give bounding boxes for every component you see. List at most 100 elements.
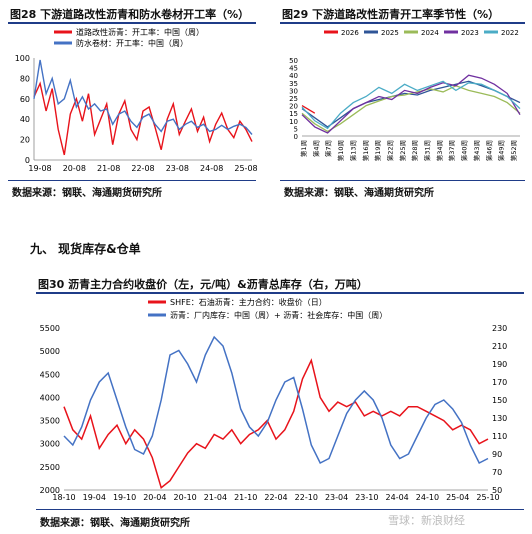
x-tick-label: 第52周 — [509, 140, 518, 161]
x-tick-label: 25-04 — [446, 493, 469, 502]
legend-label-2023: 2023 — [461, 29, 479, 37]
y-right-tick-label: 110 — [492, 432, 507, 441]
fig30-bottom-rule — [36, 509, 524, 510]
fig29-bottom-rule — [280, 180, 525, 181]
x-tick-label: 第7周 — [324, 140, 333, 157]
x-tick-label: 22-08 — [131, 164, 154, 173]
y-right-tick-label: 130 — [492, 414, 507, 423]
y-tick-label: 80 — [20, 74, 30, 83]
y-right-tick-label: 210 — [492, 342, 507, 351]
x-tick-label: 第16周 — [361, 140, 370, 161]
legend-label-1: 道路改性沥青：开工率：中国（周） — [76, 27, 204, 37]
y-tick-label: 30 — [289, 87, 298, 95]
y-right-tick-label: 150 — [492, 396, 507, 405]
x-tick-label: 22-04 — [264, 493, 287, 502]
fig30-title: 图30 沥青主力合约收盘价（左，元/吨）&沥青总库存（右，万吨） — [38, 278, 368, 291]
x-tick-label: 25-10 — [476, 493, 499, 502]
series-line-2026 — [301, 105, 316, 114]
y-right-tick-label: 230 — [492, 324, 507, 333]
y-tick-label: 45 — [289, 65, 298, 73]
fig30-title-rule — [36, 292, 524, 294]
x-tick-label: 23-04 — [325, 493, 348, 502]
x-tick-label: 20-08 — [63, 164, 86, 173]
fig29-source: 数据来源：钢联、海通期货研究所 — [284, 188, 434, 199]
x-tick-label: 第28周 — [410, 140, 419, 161]
series-line-2 — [63, 335, 489, 465]
x-tick-label: 第10周 — [336, 140, 345, 161]
fig28-title: 图28 下游道路改性沥青和防水卷材开工率（%） — [10, 8, 250, 21]
y-right-tick-label: 50 — [492, 486, 502, 495]
y-left-tick-label: 3500 — [40, 417, 60, 426]
y-right-tick-label: 190 — [492, 360, 507, 369]
x-tick-label: 第31周 — [423, 140, 432, 161]
y-right-tick-label: 170 — [492, 378, 507, 387]
x-tick-label: 第19周 — [373, 140, 382, 161]
y-tick-label: 40 — [289, 72, 298, 80]
y-tick-label: 0 — [25, 156, 30, 165]
fig28-chart: 0 20 40 60 80 100 19-08 20-08 21-08 22-08 23-08 24-… — [15, 27, 258, 173]
x-tick-label: 23-08 — [166, 164, 189, 173]
y-left-tick-label: 5500 — [40, 324, 60, 333]
y-right-tick-label: 70 — [492, 468, 502, 477]
legend-label-2022: 2022 — [501, 29, 519, 37]
x-tick-label: 第1周 — [299, 140, 308, 157]
y-left-tick-label: 4000 — [40, 393, 60, 402]
y-tick-label: 25 — [289, 95, 298, 103]
legend-label-2025: 2025 — [381, 29, 399, 37]
y-left-tick-label: 5000 — [40, 347, 60, 356]
x-tick-label: 24-10 — [416, 493, 439, 502]
legend-label-1: SHFE：石油沥青：主力合约：收盘价（日） — [170, 297, 327, 307]
y-tick-label: 50 — [289, 57, 298, 65]
y-tick-label: 20 — [20, 136, 30, 145]
x-tick-label: 第22周 — [385, 140, 394, 161]
y-tick-label: 35 — [289, 80, 298, 88]
fig30-source: 数据来源：钢联、海通期货研究所 — [40, 518, 190, 529]
y-tick-label: 20 — [289, 103, 298, 111]
series-line-2025 — [301, 80, 521, 128]
x-tick-label: 第43周 — [472, 140, 481, 161]
x-tick-label: 20-04 — [143, 493, 166, 502]
fig30-chart: 2000 2500 3000 3500 4000 4500 5000 5500 50 70 90 11… — [40, 297, 508, 502]
series-line-1 — [33, 81, 253, 156]
x-tick-label: 22-10 — [295, 493, 318, 502]
y-tick-label: 60 — [20, 95, 30, 104]
x-tick-label: 24-08 — [200, 164, 223, 173]
x-tick-label: 第40周 — [460, 140, 469, 161]
y-tick-label: 5 — [294, 125, 298, 133]
series-line-2024 — [301, 85, 521, 133]
legend-label-2024: 2024 — [421, 29, 439, 37]
fig28-source: 数据来源：钢联、海通期货研究所 — [12, 188, 162, 199]
series-line-2022 — [301, 80, 521, 130]
legend-label-2: 沥青：厂内库存：中国（周）+ 沥青：社会库存：中国（周） — [170, 310, 387, 320]
x-tick-label: 第34周 — [435, 140, 444, 161]
x-tick-label: 19-08 — [28, 164, 51, 173]
fig29-title-rule — [280, 22, 525, 24]
y-right-tick-label: 90 — [492, 450, 502, 459]
watermark: 雪球：新浪财经 — [388, 514, 465, 527]
x-tick-label: 24-04 — [386, 493, 409, 502]
y-tick-label: 10 — [289, 118, 298, 126]
x-tick-label: 第13周 — [348, 140, 357, 161]
x-tick-label: 18-10 — [52, 493, 75, 502]
y-left-tick-label: 3000 — [40, 440, 60, 449]
y-tick-label: 0 — [294, 133, 298, 141]
y-left-tick-label: 2000 — [40, 486, 60, 495]
x-tick-label: 19-04 — [83, 493, 106, 502]
x-tick-label: 21-10 — [234, 493, 257, 502]
series-line-1 — [63, 358, 489, 489]
legend-label-2026: 2026 — [341, 29, 359, 37]
y-left-tick-label: 4500 — [40, 370, 60, 379]
legend-label-2: 防水卷材：开工率：中国（周） — [76, 38, 188, 48]
y-tick-label: 100 — [15, 54, 30, 63]
x-tick-label: 第4周 — [311, 140, 320, 157]
fig29-title: 图29 下游道路改性沥青开工率季节性（%） — [282, 8, 500, 21]
x-tick-label: 第25周 — [398, 140, 407, 161]
fig28-title-rule — [8, 22, 256, 24]
x-tick-label: 第49周 — [497, 140, 506, 161]
x-tick-label: 20-10 — [174, 493, 197, 502]
y-tick-label: 15 — [289, 110, 298, 118]
series-line-2 — [33, 59, 253, 135]
section-heading: 九、 现货库存&仓单 — [30, 242, 141, 256]
x-tick-label: 第37周 — [447, 140, 456, 161]
